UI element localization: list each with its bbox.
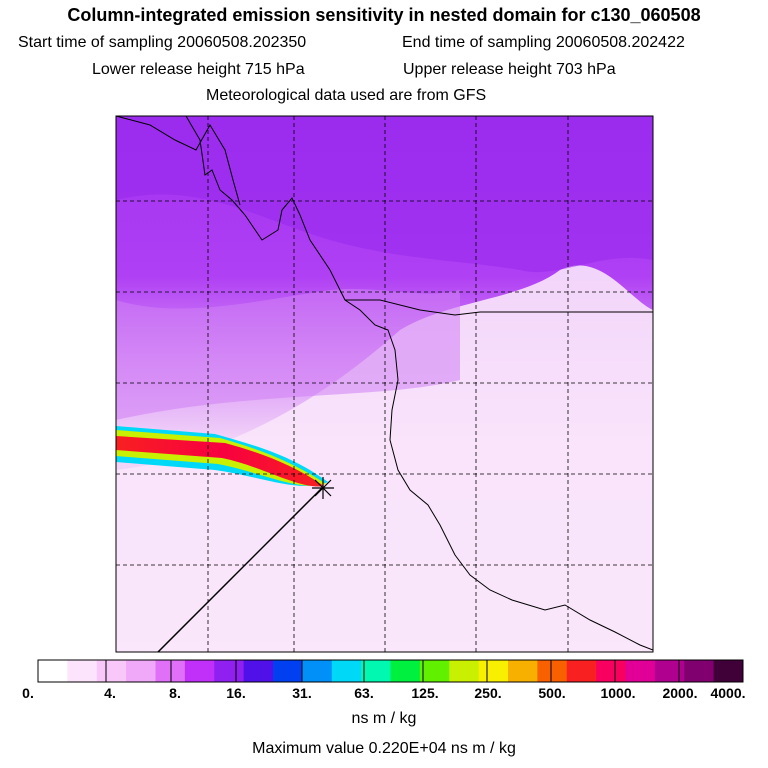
flight-track — [157, 487, 323, 652]
grid-lines — [116, 116, 653, 652]
colorbar-swatch — [361, 660, 391, 682]
colorbar-swatch — [331, 660, 362, 682]
colorbar-label: 8. — [169, 685, 181, 701]
end-time-label: End time of sampling 20060508.202422 — [402, 34, 685, 51]
colorbar-swatch — [449, 660, 480, 682]
colorbar-label: 16. — [226, 685, 246, 701]
coastline — [185, 116, 653, 651]
met-data-label: Meteorological data used are from GFS — [206, 87, 487, 104]
colorbar-swatch — [625, 660, 656, 682]
colorbar-label: 125. — [411, 685, 439, 701]
map-frame — [115, 115, 654, 653]
coastline-north — [116, 116, 241, 206]
colorbar-swatch — [654, 660, 685, 682]
low-sensitivity-region-east — [116, 265, 653, 652]
colorbar-label: 1000. — [600, 685, 636, 701]
lower-height-label: Lower release height 715 hPa — [92, 61, 305, 78]
colorbar-swatch — [214, 660, 245, 682]
high-sensitivity-region-north — [116, 116, 653, 273]
colorbar-swatch — [419, 660, 450, 682]
colorbar-label: 2000. — [662, 685, 698, 701]
colorbar-swatch — [273, 660, 303, 682]
plot-title: Column-integrated emission sensitivity i… — [67, 5, 701, 25]
release-point-marker — [312, 477, 334, 499]
map-field — [116, 116, 653, 652]
colorbar-swatch — [713, 660, 744, 682]
colorbar-frame — [37, 659, 744, 683]
colorbar-swatch — [155, 660, 186, 682]
colorbar-label: 31. — [292, 685, 312, 701]
mid-sensitivity-region — [116, 288, 460, 420]
colorbar-label: 63. — [354, 685, 374, 701]
colorbar-swatch — [596, 660, 626, 682]
colorbar-swatch — [537, 660, 568, 682]
colorbar-swatch — [566, 660, 597, 682]
border-line — [345, 299, 653, 316]
colorbar-label: 4. — [104, 685, 116, 701]
colorbar-swatch — [38, 660, 68, 682]
colorbar-swatch — [302, 660, 333, 682]
upper-height-label: Upper release height 703 hPa — [403, 61, 616, 78]
colorbar-swatch — [67, 660, 98, 682]
colorbar-swatch — [390, 660, 421, 682]
colorbar-label: 0. — [22, 685, 34, 701]
colorbar-swatch — [684, 660, 715, 682]
colorbar-units: ns m / kg — [351, 710, 417, 727]
colorbar-swatch — [508, 660, 538, 682]
start-time-label: Start time of sampling 20060508.202350 — [18, 34, 307, 51]
colorbar-swatch — [478, 660, 509, 682]
colorbar-label: 4000. — [710, 685, 746, 701]
colorbar — [38, 660, 744, 682]
colorbar-swatch — [184, 660, 215, 682]
colorbar-swatch — [243, 660, 274, 682]
colorbar-swatch — [96, 660, 127, 682]
colorbar-swatch — [126, 660, 156, 682]
maximum-value-label: Maximum value 0.220E+04 ns m / kg — [252, 740, 516, 757]
colorbar-label: 500. — [538, 685, 566, 701]
colorbar-label: 250. — [474, 685, 502, 701]
